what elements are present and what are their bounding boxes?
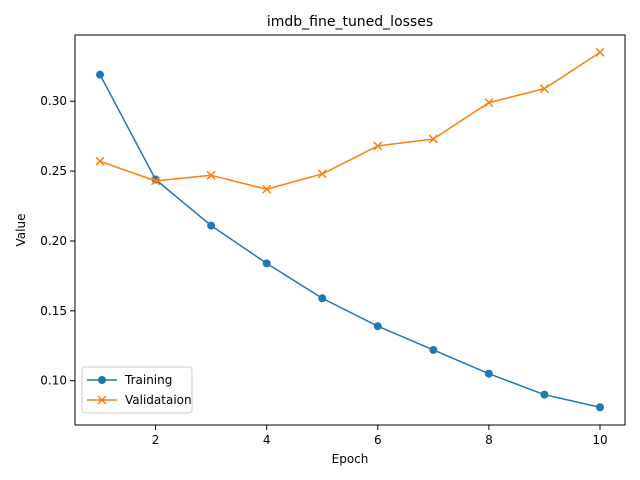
axis-ticks: 2 4 6 8 10 0.10 0.15 0.20 0.25 0.30 xyxy=(40,94,607,447)
series-line-training xyxy=(99,74,601,408)
data-point-training xyxy=(262,259,271,268)
legend-marker-validation xyxy=(97,395,107,405)
x-tick-label: 6 xyxy=(374,433,382,447)
data-point-validation xyxy=(317,169,327,179)
chart-title: imdb_fine_tuned_losses xyxy=(267,14,433,30)
data-point-validation xyxy=(595,47,605,57)
y-axis-label: Value xyxy=(14,214,28,247)
data-point-training xyxy=(373,322,382,331)
series-line-validation xyxy=(99,51,601,191)
data-point-validation xyxy=(262,184,272,194)
x-tick-label: 8 xyxy=(485,433,493,447)
x-axis-label: Epoch xyxy=(332,452,369,466)
plot-area xyxy=(95,47,605,412)
data-point-training xyxy=(151,175,160,184)
x-tick-label: 4 xyxy=(263,433,271,447)
data-point-validation xyxy=(373,141,383,151)
y-tick-label: 0.30 xyxy=(40,94,67,108)
data-point-validation xyxy=(206,170,216,180)
legend: Training Validataion xyxy=(81,366,193,414)
data-point-training xyxy=(96,70,104,79)
data-point-training xyxy=(596,403,604,412)
data-point-validation xyxy=(484,98,494,108)
data-point-validation xyxy=(539,84,549,94)
data-point-validation xyxy=(95,156,105,166)
y-tick-label: 0.25 xyxy=(40,164,67,178)
data-point-training xyxy=(484,369,493,378)
y-tick-label: 0.10 xyxy=(40,374,67,388)
data-point-training xyxy=(540,390,549,399)
axes-frame xyxy=(74,34,626,426)
legend-marker-training xyxy=(98,376,106,384)
legend-box xyxy=(81,366,193,414)
data-point-training xyxy=(318,294,327,303)
data-point-validation xyxy=(151,176,161,186)
data-point-training xyxy=(207,221,216,230)
y-tick-label: 0.20 xyxy=(40,234,67,248)
data-point-training xyxy=(429,345,438,354)
legend-label-training: Training xyxy=(124,373,172,387)
x-tick-label: 10 xyxy=(592,433,607,447)
x-tick-label: 2 xyxy=(152,433,160,447)
y-tick-label: 0.15 xyxy=(40,304,67,318)
data-point-validation xyxy=(428,134,438,144)
legend-label-validation: Validataion xyxy=(125,393,192,407)
